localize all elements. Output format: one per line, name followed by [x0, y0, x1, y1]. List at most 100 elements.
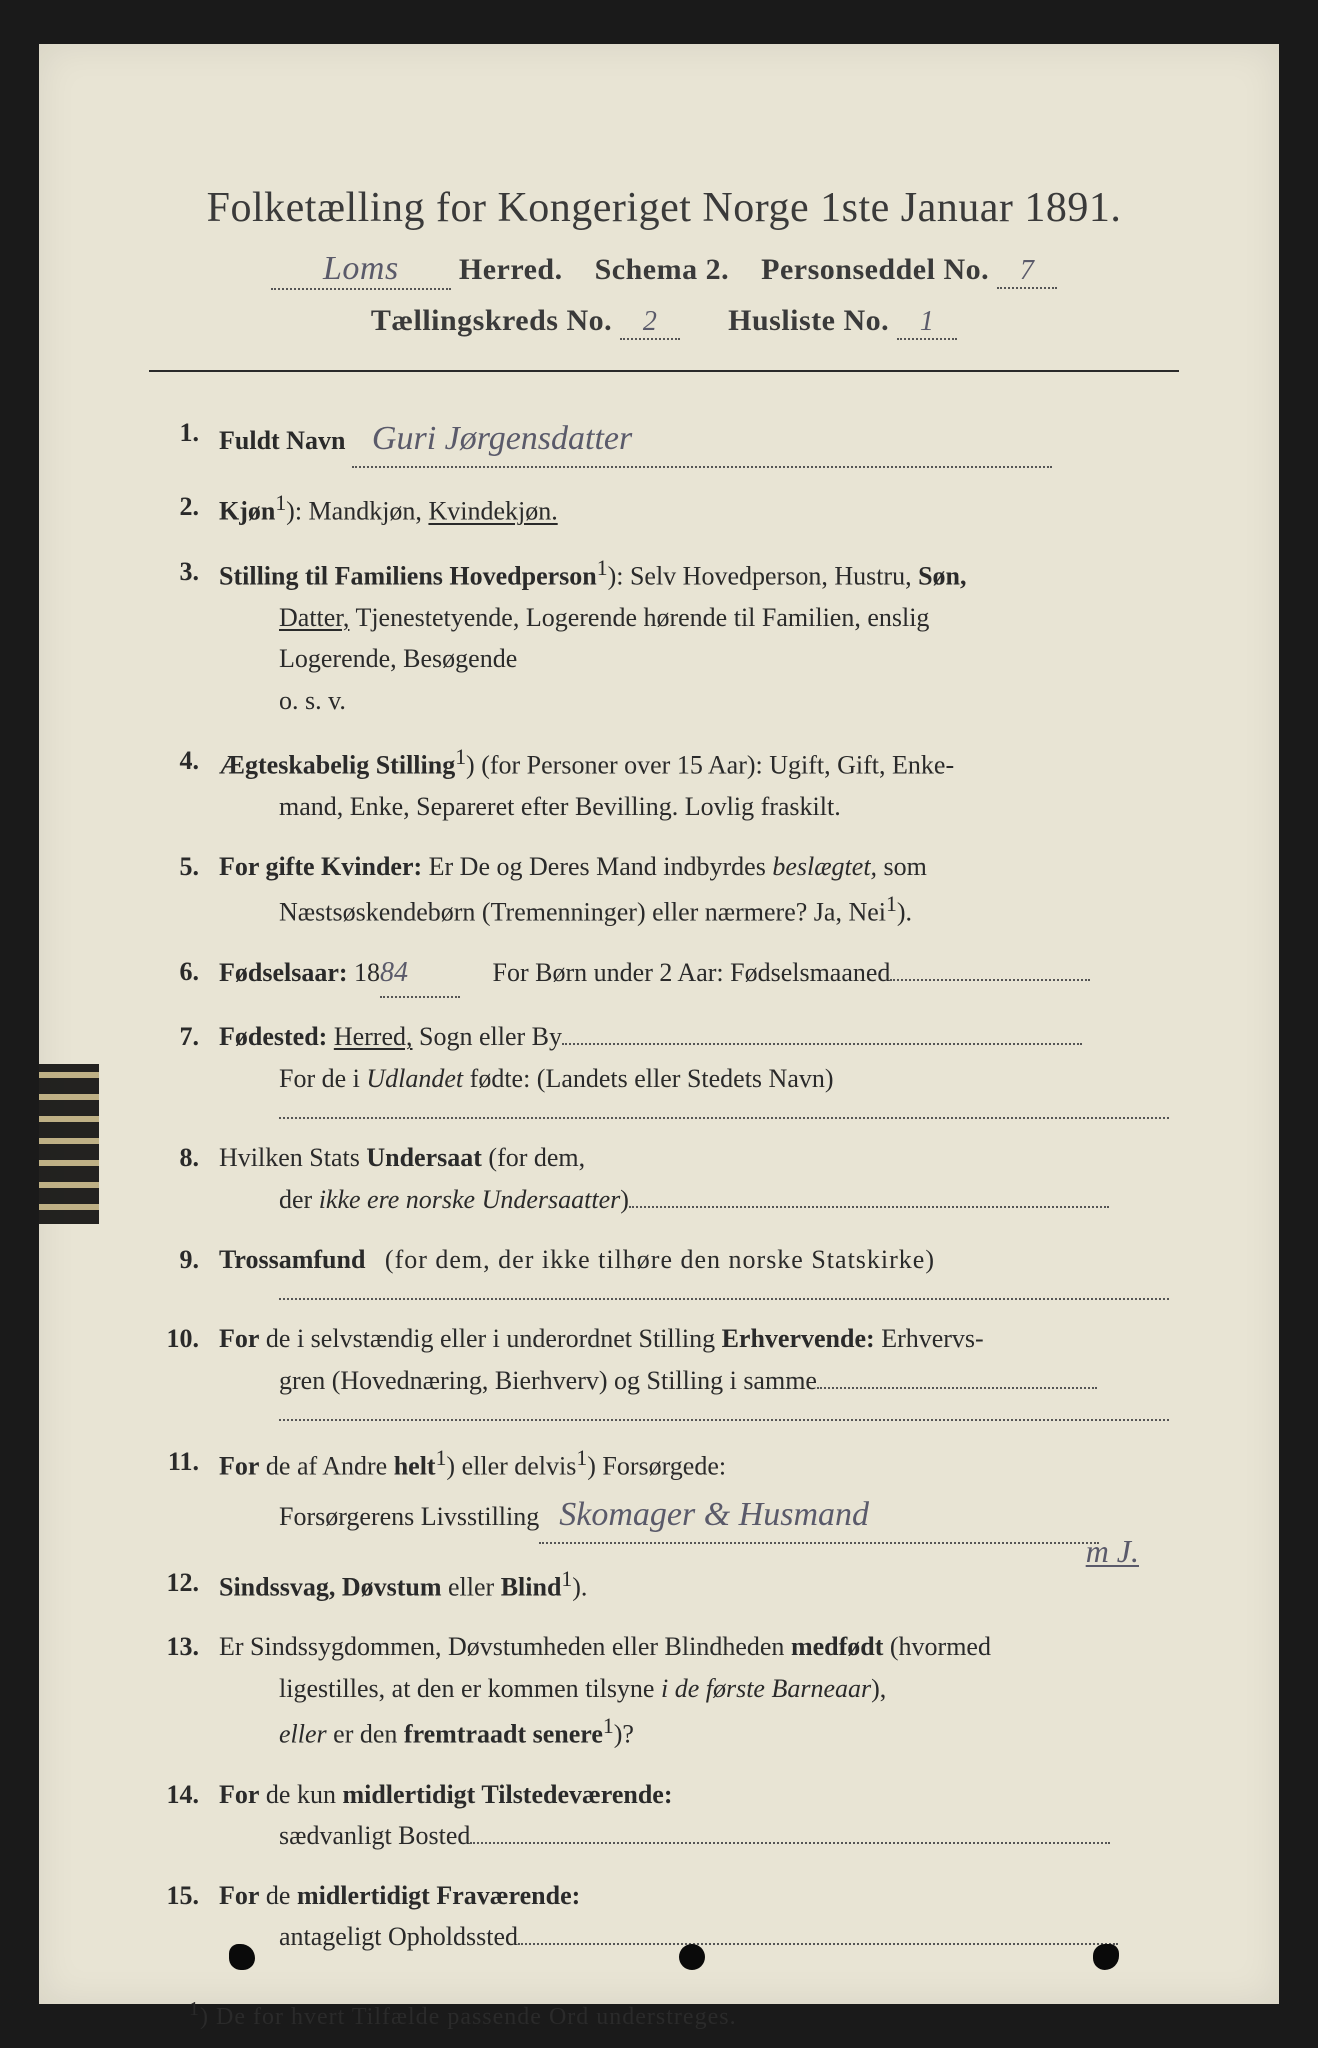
row-content: Er Sindssygdommen, Døvstumheden eller Bl… — [219, 1626, 1169, 1755]
schema-label: Schema 2. — [595, 253, 730, 286]
label: Fuldt Navn — [219, 426, 345, 455]
sup: 1 — [275, 491, 286, 515]
text: ). — [572, 1573, 587, 1602]
birthmonth-blank — [890, 979, 1090, 981]
row-num: 5. — [159, 846, 219, 888]
label: Sindssvag, Døvstum — [219, 1573, 442, 1602]
selected-birthplace: Herred, — [334, 1022, 413, 1051]
row-11: 11. For de af Andre helt1) eller delvis1… — [159, 1441, 1169, 1544]
text: Er Sindssygdommen, Døvstumheden eller Bl… — [219, 1632, 791, 1661]
text: Blind — [501, 1573, 562, 1602]
sup: 1 — [561, 1567, 572, 1591]
punch-hole — [229, 1944, 255, 1970]
text: Næstsøskendebørn (Tremenninger) eller næ… — [279, 898, 886, 927]
label: For — [219, 1324, 259, 1353]
personseddel-label: Personseddel No. — [761, 253, 989, 286]
row-content: For de af Andre helt1) eller delvis1) Fo… — [219, 1441, 1169, 1544]
row-num: 12. — [159, 1562, 219, 1604]
sup: 1 — [603, 1714, 614, 1738]
sup: 1 — [886, 892, 897, 916]
line4: o. s. v. — [279, 680, 1169, 722]
form-body: 1. Fuldt Navn Guri Jørgensdatter 2. Kjøn… — [149, 412, 1179, 1958]
sup: 1 — [576, 1446, 587, 1470]
label: For — [219, 1780, 259, 1809]
line2: der ikke ere norske Undersaatter) — [279, 1179, 1169, 1221]
row-content: Fødested: Herred, Sogn eller By For de i… — [219, 1016, 1169, 1119]
religion-blank — [279, 1298, 1169, 1300]
text: ) eller delvis — [446, 1452, 576, 1481]
text: gren (Hovednæring, Bierhverv) og Stillin… — [279, 1366, 817, 1395]
row-1: 1. Fuldt Navn Guri Jørgensdatter — [159, 412, 1169, 468]
header-line-2: Tællingskreds No. 2 Husliste No. 1 — [149, 304, 1179, 340]
husliste-label: Husliste No. — [728, 304, 889, 337]
row-num: 1. — [159, 412, 219, 454]
line2: For de i Udlandet fødte: (Landets eller … — [279, 1058, 1169, 1100]
row-content: Sindssvag, Døvstum eller Blind1). — [219, 1562, 1169, 1608]
text: de i selvstændig eller i underordnet Sti… — [259, 1324, 721, 1353]
row-num: 6. — [159, 951, 219, 993]
row-15: 15. For de midlertidigt Fraværende: anta… — [159, 1875, 1169, 1958]
text: helt — [394, 1452, 436, 1481]
text: ): Mandkjøn, — [286, 497, 428, 526]
text: er den — [327, 1720, 404, 1749]
row-content: Trossamfund (for dem, der ikke tilhøre d… — [219, 1239, 1169, 1301]
row-content: Kjøn1): Mandkjøn, Kvindekjøn. — [219, 486, 1169, 532]
text: Er De og Deres Mand indbyrdes — [422, 852, 772, 881]
row-10: 10. For de i selvstændig eller i underor… — [159, 1318, 1169, 1421]
text: fremtraadt senere — [404, 1720, 603, 1749]
selected-gender: Kvindekjøn. — [428, 497, 557, 526]
text: fødte: (Landets eller Stedets Navn) — [463, 1064, 833, 1093]
label: For gifte Kvinder: — [219, 852, 422, 881]
label: Fødselsaar: — [219, 958, 348, 987]
label: For — [219, 1881, 259, 1910]
text: Forsørgerens Livsstilling — [279, 1502, 539, 1531]
kreds-label: Tællingskreds No. — [371, 304, 612, 337]
text: )? — [614, 1720, 634, 1749]
line2: sædvanligt Bosted — [279, 1815, 1169, 1857]
line2: antageligt Opholdssted — [279, 1916, 1169, 1958]
label: Ægteskabelig Stilling — [219, 750, 455, 779]
text: Erhvervende: — [722, 1324, 875, 1353]
text: ) — [620, 1185, 629, 1214]
label: Fødested: — [219, 1022, 327, 1051]
text: Søn, — [918, 561, 966, 590]
selected-relation: Datter, — [279, 603, 349, 632]
row-content: Fuldt Navn Guri Jørgensdatter — [219, 412, 1169, 468]
punch-hole — [679, 1944, 705, 1970]
text: de af Andre — [259, 1452, 393, 1481]
row-14: 14. For de kun midlertidigt Tilstedevære… — [159, 1774, 1169, 1857]
text: de — [259, 1881, 297, 1910]
row-num: 15. — [159, 1875, 219, 1917]
text: de kun — [259, 1780, 342, 1809]
row-5: 5. For gifte Kvinder: Er De og Deres Man… — [159, 846, 1169, 934]
row-num: 4. — [159, 740, 219, 782]
row-content: Ægteskabelig Stilling1) (for Personer ov… — [219, 740, 1169, 828]
text: ligestilles, at den er kommen tilsyne — [279, 1674, 661, 1703]
footnote: 1) De for hvert Tilfælde passende Ord un… — [149, 1998, 1179, 2031]
text: midlertidigt Fraværende: — [297, 1881, 580, 1910]
birthyear-value: 84 — [380, 951, 460, 998]
row-num: 2. — [159, 486, 219, 528]
row-content: Stilling til Familiens Hovedperson1): Se… — [219, 551, 1169, 722]
whereabouts-blank — [518, 1943, 1118, 1945]
husliste-value: 1 — [897, 306, 957, 340]
row-num: 3. — [159, 551, 219, 593]
text: ), — [871, 1674, 886, 1703]
line3: Logerende, Besøgende — [279, 638, 1169, 680]
row-num: 11. — [159, 1441, 219, 1483]
line2: gren (Hovednæring, Bierhverv) og Stillin… — [279, 1360, 1169, 1402]
text: beslægtet, — [772, 852, 877, 881]
form-header: Folketælling for Kongeriget Norge 1ste J… — [149, 184, 1179, 340]
text: midlertidigt Tilstedeværende: — [342, 1780, 672, 1809]
row-9: 9. Trossamfund (for dem, der ikke tilhør… — [159, 1239, 1169, 1301]
label: Kjøn — [219, 497, 275, 526]
row-num: 10. — [159, 1318, 219, 1360]
film-strip-edge — [39, 1064, 99, 1224]
text: eller — [279, 1720, 327, 1749]
line2: mand, Enke, Separeret efter Bevilling. L… — [279, 786, 1169, 828]
sup: 1 — [436, 1446, 447, 1470]
document-page: Folketælling for Kongeriget Norge 1ste J… — [39, 44, 1279, 2004]
personseddel-value: 7 — [997, 255, 1057, 289]
row-num: 13. — [159, 1626, 219, 1668]
text: der — [279, 1185, 319, 1214]
